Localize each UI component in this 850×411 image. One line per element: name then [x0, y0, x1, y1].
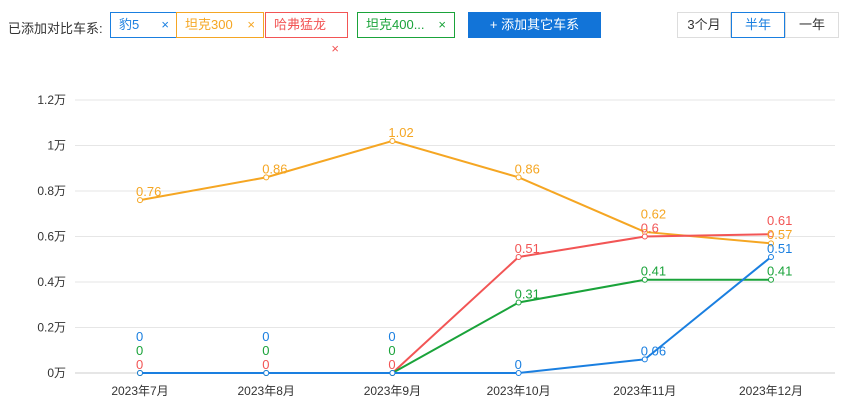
add-series-button[interactable]: + 添加其它车系 [468, 12, 601, 38]
data-point [768, 253, 774, 260]
series-tag: 哈弗猛龙 × [265, 12, 348, 56]
close-icon[interactable]: × [438, 17, 446, 32]
y-tick-label: 1.2万 [37, 93, 66, 107]
series-line [140, 278, 771, 374]
y-tick-label: 1万 [47, 139, 66, 153]
series-tag-label: 坦克300 [185, 17, 233, 32]
data-label: 0.76 [136, 184, 161, 199]
x-tick-label: 2023年9月 [364, 384, 421, 398]
data-label: 0.41 [767, 264, 792, 279]
data-label: 0 [136, 329, 143, 344]
data-label: 0.41 [641, 264, 666, 279]
data-point [515, 370, 522, 376]
data-point [263, 370, 270, 376]
data-label: 0.86 [262, 161, 287, 176]
data-label: 0 [388, 329, 395, 344]
data-point [768, 276, 774, 283]
range-option[interactable]: 半年 [731, 12, 785, 38]
close-icon[interactable]: × [161, 17, 169, 32]
data-point [263, 174, 270, 181]
y-tick-label: 0.6万 [37, 230, 66, 244]
series-tag-label: 豹5 [119, 17, 140, 32]
data-label: 0 [388, 357, 395, 372]
series-tag-label: 坦克400... [366, 17, 425, 32]
data-label: 0.62 [641, 207, 666, 222]
series-tag-label: 哈弗猛龙 [274, 17, 327, 32]
data-point [641, 356, 648, 363]
data-label: 0.51 [515, 241, 540, 256]
data-point [641, 233, 648, 240]
x-tick-label: 2023年10月 [487, 384, 551, 398]
filter-bar: 已添加对比车系: 豹5 × 坦克300 × 哈弗猛龙 × 坦克400... × + 添加其它车… [0, 12, 850, 56]
data-label: 0.31 [515, 286, 540, 301]
data-label: 0 [136, 343, 143, 358]
data-point [768, 231, 774, 238]
data-label: 0 [262, 357, 269, 372]
data-label: 0.86 [515, 161, 540, 176]
data-point [389, 370, 396, 376]
data-point [515, 299, 522, 306]
data-label: 0.57 [767, 227, 792, 242]
series-tag: 坦克400... × [357, 12, 455, 38]
x-tick-label: 2023年12月 [739, 384, 803, 398]
data-label: 0 [262, 329, 269, 344]
y-tick-label: 0万 [47, 366, 66, 380]
data-point [137, 197, 143, 204]
range-option[interactable]: 3个月 [677, 12, 731, 38]
series-tag: 坦克300 × [176, 12, 264, 38]
data-label: 0 [515, 357, 522, 372]
series-line [139, 139, 772, 245]
data-point [137, 370, 143, 376]
data-label: 0.06 [641, 343, 666, 358]
series-line [140, 256, 772, 374]
x-tick-label: 2023年8月 [238, 384, 295, 398]
y-tick-label: 0.2万 [37, 321, 66, 335]
data-label: 0.51 [767, 241, 792, 256]
data-point [515, 253, 522, 260]
range-option[interactable]: 一年 [785, 12, 839, 38]
data-label: 1.02 [388, 125, 413, 140]
y-tick-label: 0.8万 [37, 184, 66, 198]
data-point [768, 240, 774, 247]
data-label: 0 [262, 343, 269, 358]
data-label: 0 [136, 357, 143, 372]
y-tick-label: 0.4万 [37, 275, 66, 289]
data-label: 0.6 [641, 221, 659, 236]
data-point [641, 276, 648, 283]
close-icon[interactable]: × [247, 17, 255, 32]
series-line [140, 233, 772, 374]
filter-label: 已添加对比车系: [8, 21, 103, 36]
data-point [515, 174, 522, 181]
close-icon[interactable]: × [331, 41, 339, 56]
data-label: 0.61 [767, 213, 792, 228]
data-point [389, 137, 396, 144]
x-tick-label: 2023年7月 [111, 384, 168, 398]
data-label: 0 [388, 343, 395, 358]
x-tick-label: 2023年11月 [613, 384, 676, 398]
